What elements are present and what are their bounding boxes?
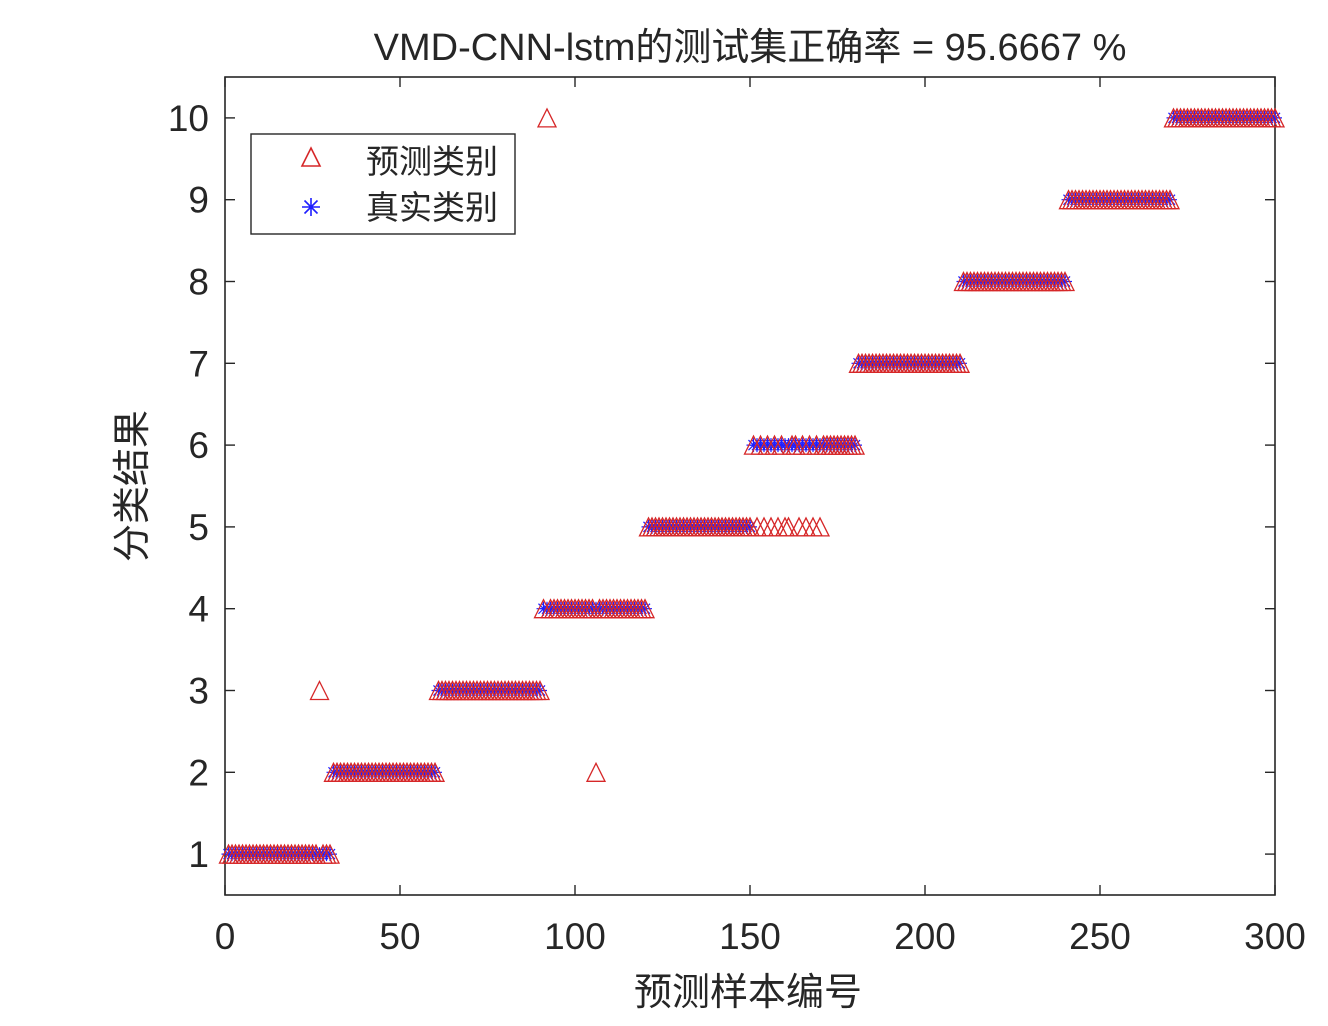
true-point	[638, 601, 652, 616]
y-axis-label: 分类结果	[112, 410, 154, 562]
axis-ticks	[224, 77, 1276, 895]
legend-label-predicted: 预测类别	[366, 143, 498, 180]
true-point	[1058, 274, 1072, 289]
true-point	[743, 519, 757, 534]
y-tick-label: 4	[188, 589, 209, 630]
y-tick-label: 8	[188, 262, 209, 303]
predicted-point	[844, 434, 866, 455]
predicted-point	[778, 516, 799, 537]
true-point	[323, 847, 337, 862]
x-tick-label: 100	[544, 916, 606, 957]
y-tick-label: 2	[188, 752, 209, 793]
predicted-point	[1159, 189, 1181, 210]
series-true-class	[221, 110, 1282, 862]
true-point	[1163, 192, 1177, 207]
x-tick-label: 250	[1069, 916, 1131, 957]
y-tick-label: 6	[188, 425, 209, 466]
true-point	[533, 683, 547, 698]
legend-triangle-marker	[300, 146, 322, 167]
true-point	[1268, 110, 1282, 125]
series-predicted-class	[218, 107, 1286, 864]
predicted-point	[585, 761, 607, 782]
predicted-point	[536, 107, 558, 128]
axis-tick-labels: 0 50 100 150 200 250 300 1 2 3 4 5 6 7 8 9 10	[168, 98, 1306, 957]
true-point	[848, 438, 862, 453]
y-tick-label: 7	[188, 343, 209, 384]
x-tick-label: 50	[379, 916, 420, 957]
x-tick-label: 300	[1244, 916, 1306, 957]
legend-asterisk-marker	[302, 198, 320, 216]
y-tick-label: 9	[188, 180, 209, 221]
predicted-point	[949, 352, 971, 373]
legend-box	[250, 133, 516, 235]
x-tick-label: 150	[719, 916, 781, 957]
predicted-point	[809, 516, 831, 537]
x-axis-label: 预测样本编号	[634, 972, 862, 1014]
y-tick-label: 3	[188, 671, 209, 712]
y-tick-label: 5	[188, 507, 209, 548]
y-tick-label: 10	[168, 98, 209, 139]
predicted-point	[771, 434, 792, 455]
predicted-point	[1054, 271, 1076, 292]
predicted-point	[634, 598, 656, 619]
predicted-point	[309, 680, 330, 701]
y-tick-label: 1	[188, 834, 209, 875]
true-point	[953, 356, 967, 371]
true-point	[428, 765, 442, 780]
chart-title: VMD-CNN-lstm的测试集正确率 = 95.6667 %	[374, 27, 1127, 69]
predicted-point	[424, 761, 446, 782]
predicted-point	[529, 680, 551, 701]
predicted-point	[319, 843, 341, 864]
x-tick-label: 0	[215, 916, 236, 957]
legend-label-true: 真实类别	[366, 189, 498, 226]
x-tick-label: 200	[894, 916, 956, 957]
predicted-point	[1264, 107, 1286, 128]
legend: 预测类别 真实类别	[250, 133, 516, 235]
